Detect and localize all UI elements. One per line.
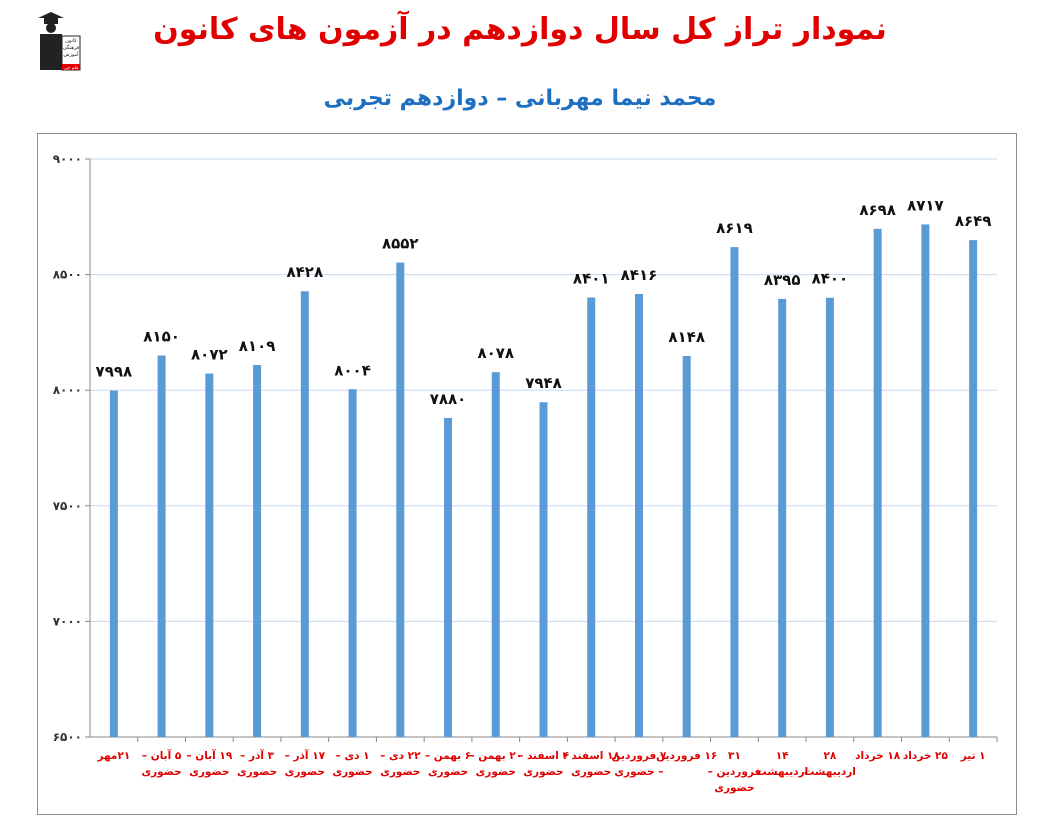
bar: [634, 294, 643, 737]
logo-line-4: قلم چی: [64, 66, 79, 71]
bar: [539, 402, 548, 737]
bar: [873, 228, 882, 738]
bar: [157, 355, 166, 737]
x-category-label: حضوری: [189, 766, 229, 778]
x-category-label: حضوری: [428, 766, 468, 778]
logo-line-2: فرهنگی: [63, 44, 80, 51]
bar: [300, 291, 309, 737]
kanoon-logo: کانون فرهنگی آموزش قلم چی: [26, 8, 82, 74]
x-category-label: ۱۴: [776, 750, 789, 762]
data-label: ۸۰۷۸: [477, 344, 514, 362]
x-category-label: حضوری: [332, 766, 372, 778]
bar: [253, 364, 262, 737]
bar: [205, 373, 214, 737]
data-label: ۸۷۱۷: [907, 196, 944, 214]
data-label: ۷۸۸۰: [430, 390, 467, 408]
data-label: ۸۴۰۰: [812, 270, 849, 288]
bar: [587, 297, 596, 737]
x-category-label: حضوری: [237, 766, 277, 778]
data-label: ۸۵۵۲: [382, 235, 419, 253]
x-category-label: اردیبهشت: [756, 766, 808, 778]
data-label: ۸۳۹۵: [764, 271, 801, 289]
data-label: ۸۱۰۹: [239, 337, 276, 355]
x-category-label: حضوری: [476, 766, 516, 778]
x-category-label: حضوری: [142, 766, 182, 778]
x-category-label: ۱۷ آذر –: [285, 749, 326, 762]
bar: [825, 297, 834, 737]
y-tick-label: ۷۰۰۰: [53, 614, 82, 628]
bar: [921, 224, 930, 738]
y-tick-label: ۷۵۰۰: [53, 499, 82, 513]
x-category-label: ۱ تیر: [960, 750, 986, 762]
logo-line-3: آموزش: [63, 51, 79, 58]
y-tick-label: ۹۰۰۰: [53, 152, 82, 166]
data-label: ۷۹۹۸: [96, 363, 133, 381]
x-category-label: اردیبهشت: [804, 766, 856, 778]
chart-frame: [37, 133, 1017, 815]
x-category-label: ۲۱مهر: [96, 750, 130, 762]
x-category-label: ۱۹ آبان –: [186, 749, 232, 762]
data-label: ۸۶۱۹: [716, 219, 753, 237]
x-category-label: ۷ فروردین: [612, 750, 667, 762]
x-category-label: ۱۶ فروردین: [656, 750, 717, 762]
x-category-label: حضوری: [285, 766, 325, 778]
x-category-label: فروردین –: [708, 766, 762, 778]
x-category-label: حضوری: [380, 766, 420, 778]
bar: [348, 389, 357, 737]
bar: [396, 262, 405, 737]
x-category-label: ۳ آذر –: [240, 749, 275, 762]
data-label: ۸۴۰۱: [573, 269, 610, 287]
data-label: ۷۹۴۸: [525, 374, 562, 392]
bar: [109, 390, 118, 737]
data-label: ۸۴۲۸: [287, 263, 324, 281]
data-label: ۸۰۰۴: [334, 361, 371, 379]
data-label: ۸۶۹۸: [859, 201, 896, 219]
x-category-label: ۱ دی –: [336, 750, 370, 762]
data-label: ۸۱۵۰: [143, 328, 180, 346]
y-tick-label: ۸۵۰۰: [53, 268, 82, 282]
y-tick-label: ۸۰۰۰: [53, 383, 82, 397]
x-category-label: ۳۱: [728, 750, 741, 762]
data-label: ۸۶۴۹: [955, 212, 992, 230]
x-category-label: ۲۰ بهمن –: [469, 750, 522, 762]
bar: [730, 247, 739, 737]
x-category-label: ۵ آبان –: [142, 749, 182, 762]
x-category-label: ۲۲ دی –: [380, 750, 421, 762]
y-tick-label: ۶۵۰۰: [53, 730, 82, 744]
bar: [969, 240, 978, 738]
x-category-label: حضوری: [523, 766, 563, 778]
x-category-label: ۱۸ خرداد: [855, 750, 901, 762]
x-category-label: ۲۸: [824, 750, 837, 762]
x-category-label: ۲۵ خرداد: [903, 750, 949, 762]
x-category-label: ۱۸ اسفند –: [563, 750, 621, 762]
chart-subtitle: محمد نیما مهربانی – دوازدهم تجربی: [323, 86, 717, 111]
bar: [778, 298, 787, 737]
data-label: ۸۱۴۸: [668, 328, 705, 346]
chart-title: نمودار تراز کل سال دوازدهم در آزمون های …: [153, 12, 887, 47]
logo-line-1: کانون: [65, 38, 77, 44]
bar: [444, 417, 453, 737]
x-category-label: ۶ بهمن –: [425, 750, 471, 762]
bar: [682, 355, 691, 737]
x-category-label: حضوری: [571, 766, 611, 778]
bar: [491, 372, 500, 737]
data-label: ۸۴۱۶: [621, 266, 658, 284]
x-category-label: حضوری: [714, 782, 754, 794]
x-category-label: ۴ اسفند –: [518, 750, 569, 762]
x-category-label: – حضوری: [614, 766, 663, 778]
data-label: ۸۰۷۲: [191, 346, 228, 364]
